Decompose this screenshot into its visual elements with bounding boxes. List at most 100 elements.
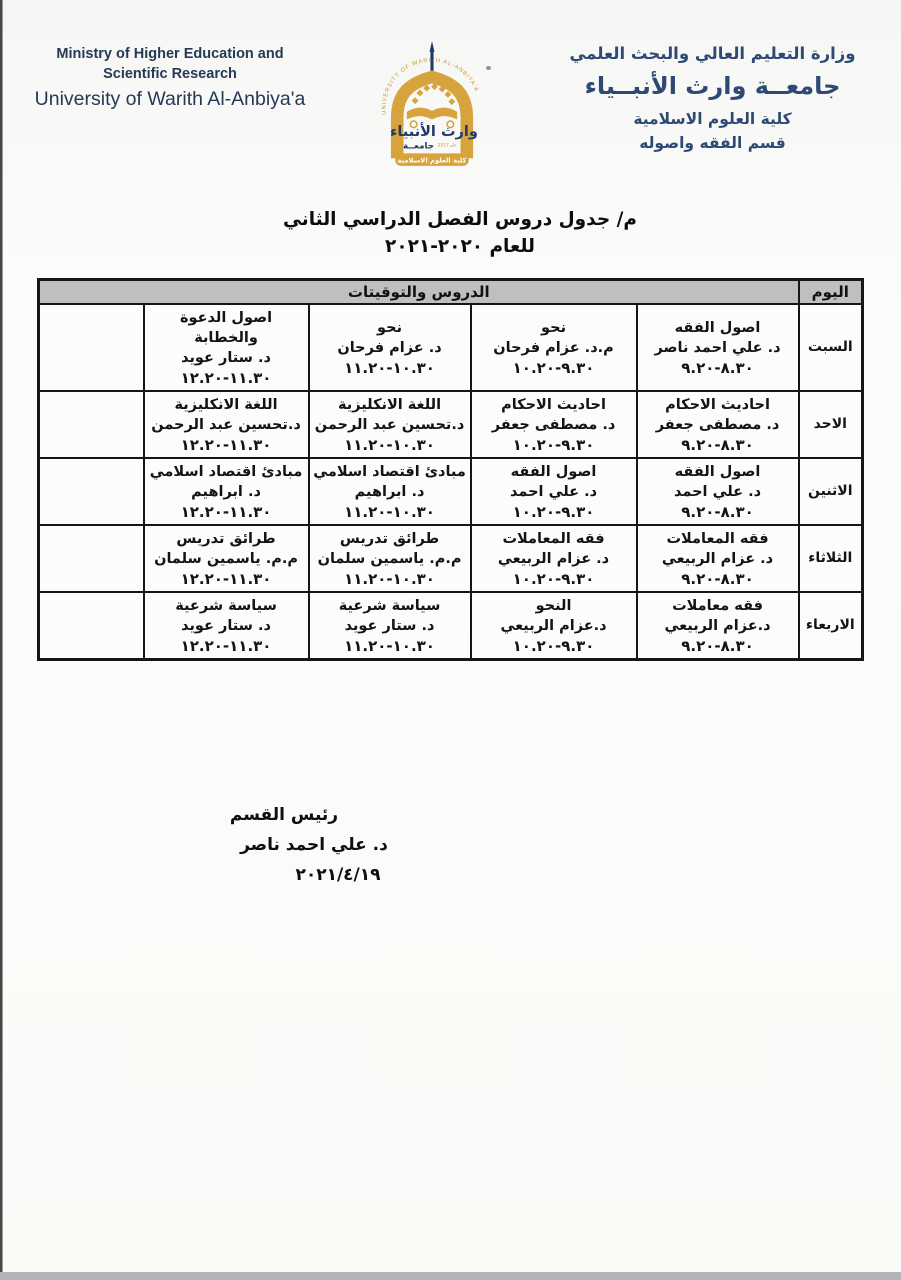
time: ٨.٣٠-٩.٢٠ [681, 569, 754, 588]
time: ١٠.٣٠-١١.٢٠ [344, 502, 435, 521]
empty-cell [37, 302, 145, 392]
lesson-cell: نحو م.د. عزام فرحان ٩.٣٠-١٠.٢٠ [469, 302, 638, 392]
subject: سياسة شرعية [175, 597, 277, 614]
college-name-ar: كلية العلوم الاسلامية [633, 110, 792, 128]
minaret-icon [429, 41, 435, 72]
teacher: د. علي احمد ناصر [654, 339, 781, 356]
subject: اصول الفقه [510, 463, 597, 480]
teacher: د.تحسين عبد الرحمن [314, 416, 465, 433]
lesson-cell: فقه معاملات د.عزام الربيعي ٨.٣٠-٩.٢٠ [635, 590, 800, 660]
lessons-header: الدروس والتوقيتات [37, 278, 800, 305]
lesson-cell: اصول الفقه د. علي احمد ناصر ٨.٣٠-٩.٢٠ [635, 302, 800, 392]
day-cell: الاثنين [797, 456, 864, 526]
university-logo: UNIVERSITY OF WARITH AL-ANBIYA'A [374, 38, 490, 174]
logo-calligraphy-text: وارث الأنبياء [390, 122, 478, 140]
time: ١٠.٣٠-١١.٢٠ [344, 358, 435, 377]
signature-date: ٢٠٢١/٤/١٩ [295, 865, 381, 885]
day-cell: الاربعاء [797, 590, 864, 660]
subject: احاديث الاحكام [501, 396, 606, 413]
teacher: د. مصطفى جعفر [655, 416, 780, 433]
teacher: د. ستار عويد [181, 349, 271, 366]
lesson-cell: سياسة شرعية د. ستار عويد ١١.٣٠-١٢.٢٠ [142, 590, 310, 660]
subject: مبادئ اقتصاد اسلامي [149, 463, 303, 480]
day-cell: الاحد [797, 389, 864, 459]
teacher: د. مصطفى جعفر [491, 416, 616, 433]
university-name-ar: جامعــة وارث الأنبــياء [584, 72, 841, 100]
logo-banner-text: كلية العلوم الاسلامية [398, 157, 467, 165]
empty-cell [37, 389, 145, 459]
teacher: د. عزام فرحان [337, 339, 442, 356]
university-name-en: University of Warith Al-Anbiya'a [34, 88, 306, 110]
lesson-cell: اللغة الانكليزية د.تحسين عبد الرحمن ١١.٣… [142, 389, 310, 459]
teacher: م.د. عزام فرحان [493, 339, 614, 356]
subject: اصول الدعوة والخطابة [180, 309, 273, 346]
subject: اللغة الانكليزية [174, 396, 278, 413]
teacher: د. ابراهيم [191, 483, 261, 500]
time: ٨.٣٠-٩.٢٠ [681, 502, 754, 521]
day-cell: الثلاثاء [797, 523, 864, 593]
subject: طرائق تدريس [339, 530, 440, 547]
open-book-icon [406, 107, 458, 129]
empty-cell [37, 590, 145, 660]
time: ١١.٣٠-١٢.٢٠ [180, 636, 272, 655]
day-column-header: اليوم [797, 278, 864, 305]
time: ٩.٣٠-١٠.٢٠ [512, 502, 595, 521]
signature-block: رئيس القسم د. علي احمد ناصر ٢٠٢١/٤/١٩ [158, 800, 458, 890]
table-row-tuesday: الثلاثاء فقه المعاملات د. عزام الربيعي ٨… [37, 523, 864, 593]
document-title-line1: م/ جدول دروس الفصل الدراسي الثاني [283, 209, 637, 230]
letterhead-english: Ministry of Higher Education and Scienti… [30, 44, 310, 112]
lesson-cell: احاديث الاحكام د. مصطفى جعفر ٩.٣٠-١٠.٢٠ [469, 389, 638, 459]
schedule-table: اليوم الدروس والتوقيتات السبت اصول الفقه… [37, 278, 865, 661]
lesson-cell: نحو د. عزام فرحان ١٠.٣٠-١١.٢٠ [307, 302, 472, 392]
table-row-saturday: السبت اصول الفقه د. علي احمد ناصر ٨.٣٠-٩… [37, 302, 864, 392]
subject: سياسة شرعية [338, 597, 441, 614]
ministry-name-en-line2: Scientific Research [103, 66, 237, 82]
subject: طرائق تدريس [176, 530, 276, 547]
teacher: د. عزام الربيعي [661, 550, 774, 567]
lesson-cell: سياسة شرعية د. ستار عويد ١٠.٣٠-١١.٢٠ [307, 590, 472, 660]
teacher: م.م. ياسمين سلمان [317, 550, 462, 567]
time: ٨.٣٠-٩.٢٠ [681, 636, 754, 655]
time: ٩.٣٠-١٠.٢٠ [512, 636, 595, 655]
lesson-cell: اصول الفقه د. علي احمد ٨.٣٠-٩.٢٠ [635, 456, 800, 526]
lesson-cell: طرائق تدريس م.م. ياسمين سلمان ١٠.٣٠-١١.٢… [307, 523, 472, 593]
subject: مبادئ اقتصاد اسلامي [313, 463, 466, 480]
lesson-cell: اصول الفقه د. علي احمد ٩.٣٠-١٠.٢٠ [469, 456, 638, 526]
time: ١٠.٣٠-١١.٢٠ [344, 569, 435, 588]
teacher: د.عزام الربيعي [664, 617, 771, 634]
time: ٩.٣٠-١٠.٢٠ [512, 435, 595, 454]
time: ٨.٣٠-٩.٢٠ [681, 435, 754, 454]
teacher: د. علي احمد [674, 483, 762, 500]
scan-left-shadow [2, 0, 3, 1280]
lesson-cell: احاديث الاحكام د. مصطفى جعفر ٨.٣٠-٩.٢٠ [635, 389, 800, 459]
lesson-cell: فقه المعاملات د. عزام الربيعي ٩.٣٠-١٠.٢٠ [469, 523, 638, 593]
lesson-cell: مبادئ اقتصاد اسلامي د. ابراهيم ١١.٣٠-١٢.… [142, 456, 310, 526]
lesson-cell: اللغة الانكليزية د.تحسين عبد الرحمن ١٠.٣… [307, 389, 472, 459]
day-cell: السبت [797, 302, 864, 392]
table-header-row: اليوم الدروس والتوقيتات [37, 278, 864, 305]
time: ١١.٣٠-١٢.٢٠ [180, 435, 272, 454]
time: ١١.٣٠-١٢.٢٠ [180, 569, 272, 588]
teacher: د. عزام الربيعي [497, 550, 610, 567]
teacher: د.عزام الربيعي [500, 617, 607, 634]
ministry-name-ar: وزارة التعليم العالي والبحث العلمي [569, 44, 856, 63]
teacher: د.تحسين عبد الرحمن [151, 416, 301, 433]
document-title: م/ جدول دروس الفصل الدراسي الثاني للعام … [0, 206, 901, 260]
time: ١٠.٣٠-١١.٢٠ [344, 636, 435, 655]
signature-role: رئيس القسم [229, 805, 339, 825]
scan-speck [486, 66, 491, 70]
signature-name: د. علي احمد ناصر [240, 835, 388, 855]
subject: النحو [535, 597, 572, 614]
lesson-cell: فقه المعاملات د. عزام الربيعي ٨.٣٠-٩.٢٠ [635, 523, 800, 593]
subject: اصول الفقه [674, 319, 761, 336]
teacher: د. ستار عويد [344, 617, 435, 634]
time: ٩.٣٠-١٠.٢٠ [512, 358, 595, 377]
arch-icon [390, 70, 474, 159]
ministry-name-en-line1: Ministry of Higher Education and [56, 46, 284, 62]
subject: اصول الفقه [674, 463, 761, 480]
lesson-cell: مبادئ اقتصاد اسلامي د. ابراهيم ١٠.٣٠-١١.… [307, 456, 472, 526]
scan-bottom-edge [0, 1272, 901, 1280]
letterhead-arabic: وزارة التعليم العالي والبحث العلمي جامعـ… [540, 42, 885, 154]
subject: نحو [541, 319, 567, 336]
subject: اللغة الانكليزية [337, 396, 442, 413]
